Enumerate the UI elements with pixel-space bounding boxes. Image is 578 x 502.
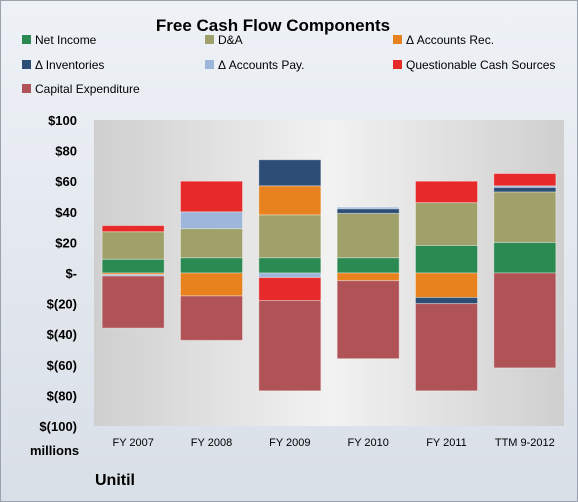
bar-segment: [101, 231, 165, 260]
bar-segment: [415, 272, 478, 298]
bar-segment: [258, 300, 322, 392]
y-tick-label: $(100): [39, 419, 77, 434]
bar-segment: [258, 185, 322, 216]
y-tick-label: $20: [55, 235, 77, 250]
x-tick-label: TTM 9-2012: [495, 437, 555, 449]
y-tick-label: $(60): [47, 358, 77, 373]
bar-segment: [180, 228, 243, 259]
legend-label: D&A: [218, 33, 243, 47]
bar-segment: [493, 191, 557, 243]
bar-segment: [415, 202, 478, 246]
y-tick-label: $40: [55, 205, 77, 220]
bar-segment: [336, 257, 400, 274]
legend-item: Net Income: [22, 33, 97, 47]
legend-swatch: [393, 35, 402, 44]
bar-stack: [180, 180, 243, 341]
legend-swatch: [22, 35, 31, 44]
bar-segment: [258, 159, 322, 187]
bar-segment: [180, 295, 243, 341]
x-tick-label: FY 2010: [347, 437, 388, 449]
legend-item: Δ Inventories: [22, 58, 104, 72]
legend-swatch: [22, 60, 31, 69]
bar-segment: [336, 212, 400, 259]
bar-stack: [101, 225, 165, 329]
legend-label: Δ Accounts Rec.: [406, 33, 494, 47]
x-tick-label: FY 2011: [426, 437, 467, 449]
legend-item: D&A: [205, 33, 243, 47]
bar-stack: [336, 206, 400, 360]
bar-segment: [336, 280, 400, 360]
bar-segment: [336, 272, 400, 282]
bar-segment: [415, 296, 478, 305]
y-tick-label: $100: [48, 113, 77, 128]
y-tick-label: $(40): [47, 327, 77, 342]
x-tick-label: FY 2008: [191, 437, 232, 449]
bar-segment: [180, 272, 243, 297]
units-label: millions: [30, 443, 79, 458]
x-tick-label: FY 2007: [112, 437, 153, 449]
legend-swatch: [393, 60, 402, 69]
bar-segment: [415, 303, 478, 392]
bar-segment: [493, 272, 557, 369]
bar-segment: [493, 241, 557, 274]
plot-area: [94, 120, 564, 426]
bar-segment: [180, 211, 243, 230]
bar-segment: [101, 258, 165, 274]
bar-segment: [258, 277, 322, 302]
legend-label: Net Income: [35, 33, 97, 47]
legend-item: Capital Expenditure: [22, 82, 140, 96]
bar-segment: [101, 225, 165, 233]
bar-segment: [336, 208, 400, 214]
legend-item: Questionable Cash Sources: [393, 58, 555, 72]
legend: Net Income D&A Δ Accounts Rec. Δ Inventorie…: [22, 33, 555, 96]
bar-segment: [493, 186, 557, 193]
y-tick-label: $(20): [47, 297, 77, 312]
legend-label: Capital Expenditure: [35, 82, 140, 96]
bar-segment: [336, 206, 400, 210]
bar-segment: [415, 180, 478, 204]
bar-segment: [493, 173, 557, 187]
y-tick-label: $-: [65, 266, 77, 281]
x-tick-label: FY 2009: [269, 437, 310, 449]
y-tick-label: $(80): [47, 388, 77, 403]
y-tick-label: $60: [55, 174, 77, 189]
legend-swatch: [205, 60, 214, 69]
y-tick-label: $80: [55, 144, 77, 159]
bars: [101, 159, 557, 392]
legend-item: Δ Accounts Rec.: [393, 33, 494, 47]
legend-label: Δ Inventories: [35, 58, 104, 72]
bar-segment: [258, 214, 322, 259]
bar-stack: [493, 173, 557, 369]
bar-segment: [415, 244, 478, 274]
bar-stack: [415, 180, 478, 392]
legend-label: Δ Accounts Pay.: [218, 58, 305, 72]
bar-segment: [101, 275, 165, 329]
legend-item: Δ Accounts Pay.: [205, 58, 305, 72]
bar-segment: [258, 272, 322, 279]
y-axis: $100 $80 $60 $40 $20 $- $(20) $(40) $(60) $(80) $(…: [39, 113, 77, 434]
x-axis: FY 2007 FY 2008 FY 2009 FY 2010 FY 2011 TTM 9…: [112, 437, 554, 449]
legend-swatch: [22, 84, 31, 93]
bar-stack: [258, 159, 322, 392]
chart-title: Free Cash Flow Components: [156, 16, 390, 35]
bar-segment: [180, 257, 243, 274]
legend-label: Questionable Cash Sources: [406, 58, 555, 72]
bar-segment: [258, 257, 322, 274]
legend-swatch: [205, 35, 214, 44]
brand-label: Unitil: [95, 472, 135, 489]
bar-segment: [180, 180, 243, 213]
